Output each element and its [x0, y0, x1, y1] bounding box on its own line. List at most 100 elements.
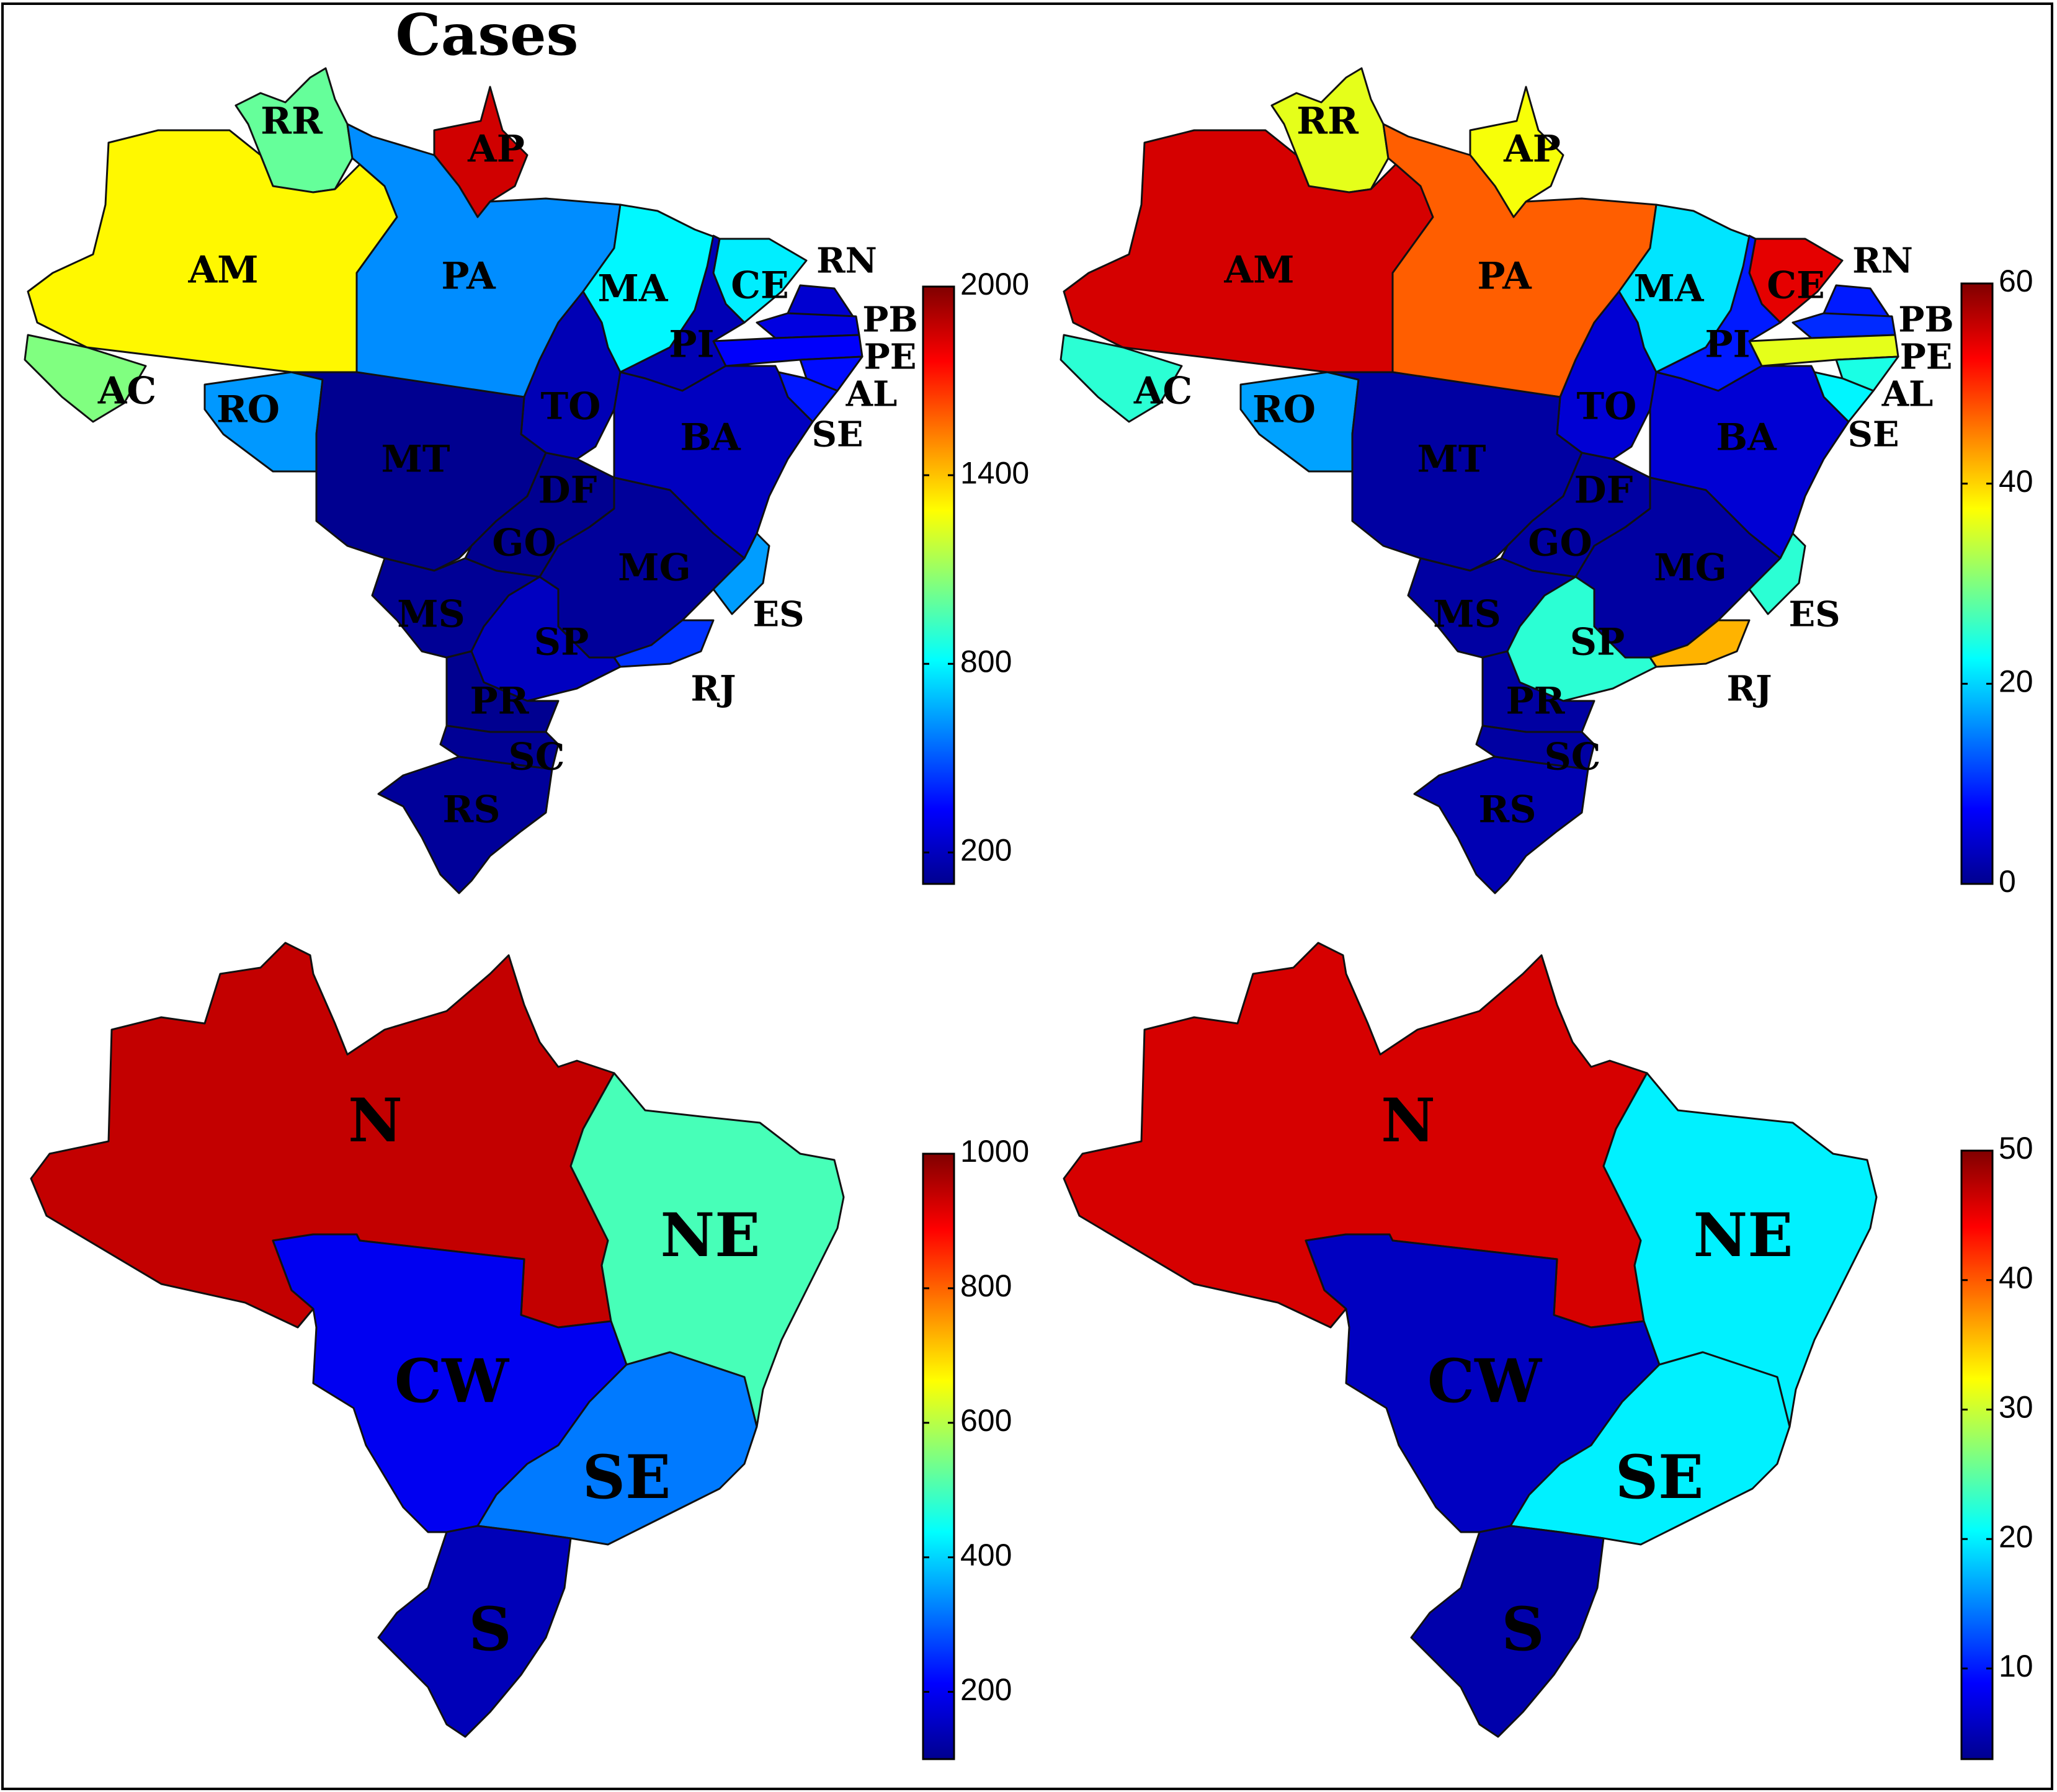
state-label-ac: AC — [97, 370, 156, 413]
state-label-pi: PI — [669, 323, 714, 367]
colorbar-label-states-cases-1400: 1400 — [960, 455, 1029, 490]
colorbar-label-regions-cases-200: 200 — [960, 1672, 1012, 1707]
colorbar-label-regions-cases-600: 600 — [960, 1403, 1012, 1438]
region-south — [377, 1525, 572, 1738]
state-label-ce: CE — [1767, 264, 1825, 308]
state-label-am: AM — [1224, 249, 1295, 292]
state-label-ap: AP — [467, 128, 525, 171]
colorbar-label-states-cases-200: 200 — [960, 833, 1012, 868]
region-label-ne: NE — [1693, 1200, 1793, 1270]
state-sao-paulo — [1506, 576, 1658, 702]
colorbar-label-regions-deaths-50: 50 — [1999, 1131, 2033, 1166]
state-label-ro: RO — [1252, 388, 1316, 432]
region-southeast — [476, 1351, 758, 1546]
colorbar-label-states-deaths-0: 0 — [1999, 864, 2016, 899]
colorbar-label-regions-deaths-40: 40 — [1999, 1260, 2033, 1295]
state-espirito-santo — [712, 532, 770, 615]
state-label-mt: MT — [1417, 438, 1486, 481]
state-label-ba: BA — [680, 416, 741, 460]
state-label-pr: PR — [470, 680, 530, 723]
colorbar-label-regions-cases-1000: 1000 — [960, 1134, 1029, 1169]
region-label-cw: CW — [395, 1346, 509, 1416]
colorbar-label-states-deaths-20: 20 — [1999, 664, 2033, 699]
state-label-se: SE — [1847, 414, 1899, 455]
state-label-mt: MT — [381, 438, 450, 481]
state-label-to: TO — [541, 385, 601, 429]
state-label-go: GO — [1528, 522, 1592, 565]
state-rio-grande-do-sul — [377, 756, 553, 894]
colorbar-outline-states-cases — [922, 285, 955, 885]
region-label-s: S — [1501, 1594, 1544, 1664]
state-label-pe: PE — [1900, 337, 1953, 378]
state-label-ba: BA — [1716, 416, 1777, 460]
state-label-df: DF — [538, 469, 597, 512]
state-acre — [1060, 334, 1183, 423]
state-label-to: TO — [1577, 385, 1637, 429]
colorbar-label-states-deaths-60: 60 — [1999, 264, 2033, 298]
state-espirito-santo — [1748, 532, 1806, 615]
panel-states-deaths: DeathsRRAPAMPAMACERNPBPEALSEPIACROTOBAMT… — [1060, 67, 1954, 894]
state-label-mg: MG — [618, 546, 691, 590]
region-south — [1410, 1525, 1605, 1738]
colorbar-states-cases — [923, 287, 954, 884]
state-label-ma: MA — [1634, 267, 1705, 311]
state-label-df: DF — [1574, 469, 1633, 512]
state-label-ce: CE — [731, 264, 789, 308]
state-label-ac: AC — [1133, 370, 1192, 413]
state-label-es: ES — [1788, 594, 1840, 635]
state-label-rs: RS — [1478, 788, 1536, 832]
state-label-rn: RN — [1852, 241, 1913, 282]
colorbar-outline-regions-deaths — [1960, 1149, 1994, 1760]
colorbar-label-regions-deaths-30: 30 — [1999, 1390, 2033, 1425]
colorbar-outline-states-deaths — [1960, 282, 1994, 885]
state-label-rs: RS — [442, 788, 500, 832]
panel-title-cases: Cases — [396, 1, 579, 68]
state-label-rj: RJ — [690, 669, 736, 710]
colorbar-label-regions-deaths-20: 20 — [1999, 1519, 2033, 1554]
colorbar-label-states-deaths-40: 40 — [1999, 464, 2033, 499]
panel-regions-cases: N NE CW SE S — [30, 942, 845, 1738]
region-label-ne: NE — [661, 1200, 761, 1270]
state-label-go: GO — [492, 522, 556, 565]
state-mato-grosso — [290, 371, 547, 572]
state-rio-grande-do-sul — [1413, 756, 1589, 894]
map-root: Cases RR AP AM PA MA CE RN PB PE AL SE PI AC RO TO BA MT D… — [24, 1, 2033, 1760]
region-label-se: SE — [582, 1442, 671, 1512]
state-label-rj: RJ — [1726, 669, 1772, 710]
state-mato-grosso — [1326, 371, 1583, 572]
colorbar-outline-regions-cases — [922, 1152, 955, 1760]
state-label-pa: PA — [441, 255, 496, 298]
state-label-ap: AP — [1503, 128, 1561, 171]
state-label-sc: SC — [1544, 736, 1600, 779]
colorbar-regions-cases — [923, 1154, 954, 1759]
state-label-pb: PB — [862, 300, 917, 341]
region-label-n: N — [1381, 1085, 1435, 1156]
state-label-ma: MA — [598, 267, 669, 311]
state-acre — [24, 334, 147, 423]
state-sao-paulo — [470, 576, 622, 702]
state-label-rr: RR — [1296, 100, 1359, 143]
colorbar-label-regions-cases-400: 400 — [960, 1538, 1012, 1572]
colorbar-label-states-cases-800: 800 — [960, 644, 1012, 679]
region-label-s: S — [468, 1594, 511, 1664]
colorbar-regions-deaths — [1961, 1151, 1992, 1759]
state-label-mg: MG — [1654, 546, 1727, 590]
region-label-cw: CW — [1427, 1346, 1542, 1416]
state-label-rr: RR — [261, 100, 323, 143]
state-label-rn: RN — [816, 241, 877, 282]
colorbar-states-deaths — [1961, 283, 1992, 884]
region-label-n: N — [348, 1085, 403, 1156]
state-label-am: AM — [188, 249, 259, 292]
state-label-sp: SP — [534, 621, 589, 664]
colorbar-label-states-cases-2000: 2000 — [960, 267, 1029, 301]
state-label-al: AL — [846, 374, 898, 415]
state-label-sp: SP — [1570, 621, 1625, 664]
state-label-pr: PR — [1506, 680, 1566, 723]
state-label-ms: MS — [397, 593, 465, 636]
panel-regions-deaths: N NE CW SE S — [1063, 942, 1878, 1738]
state-label-pa: PA — [1477, 255, 1532, 298]
state-rio-de-janeiro — [1649, 619, 1751, 668]
colorbar-label-regions-deaths-10: 10 — [1999, 1649, 2033, 1683]
